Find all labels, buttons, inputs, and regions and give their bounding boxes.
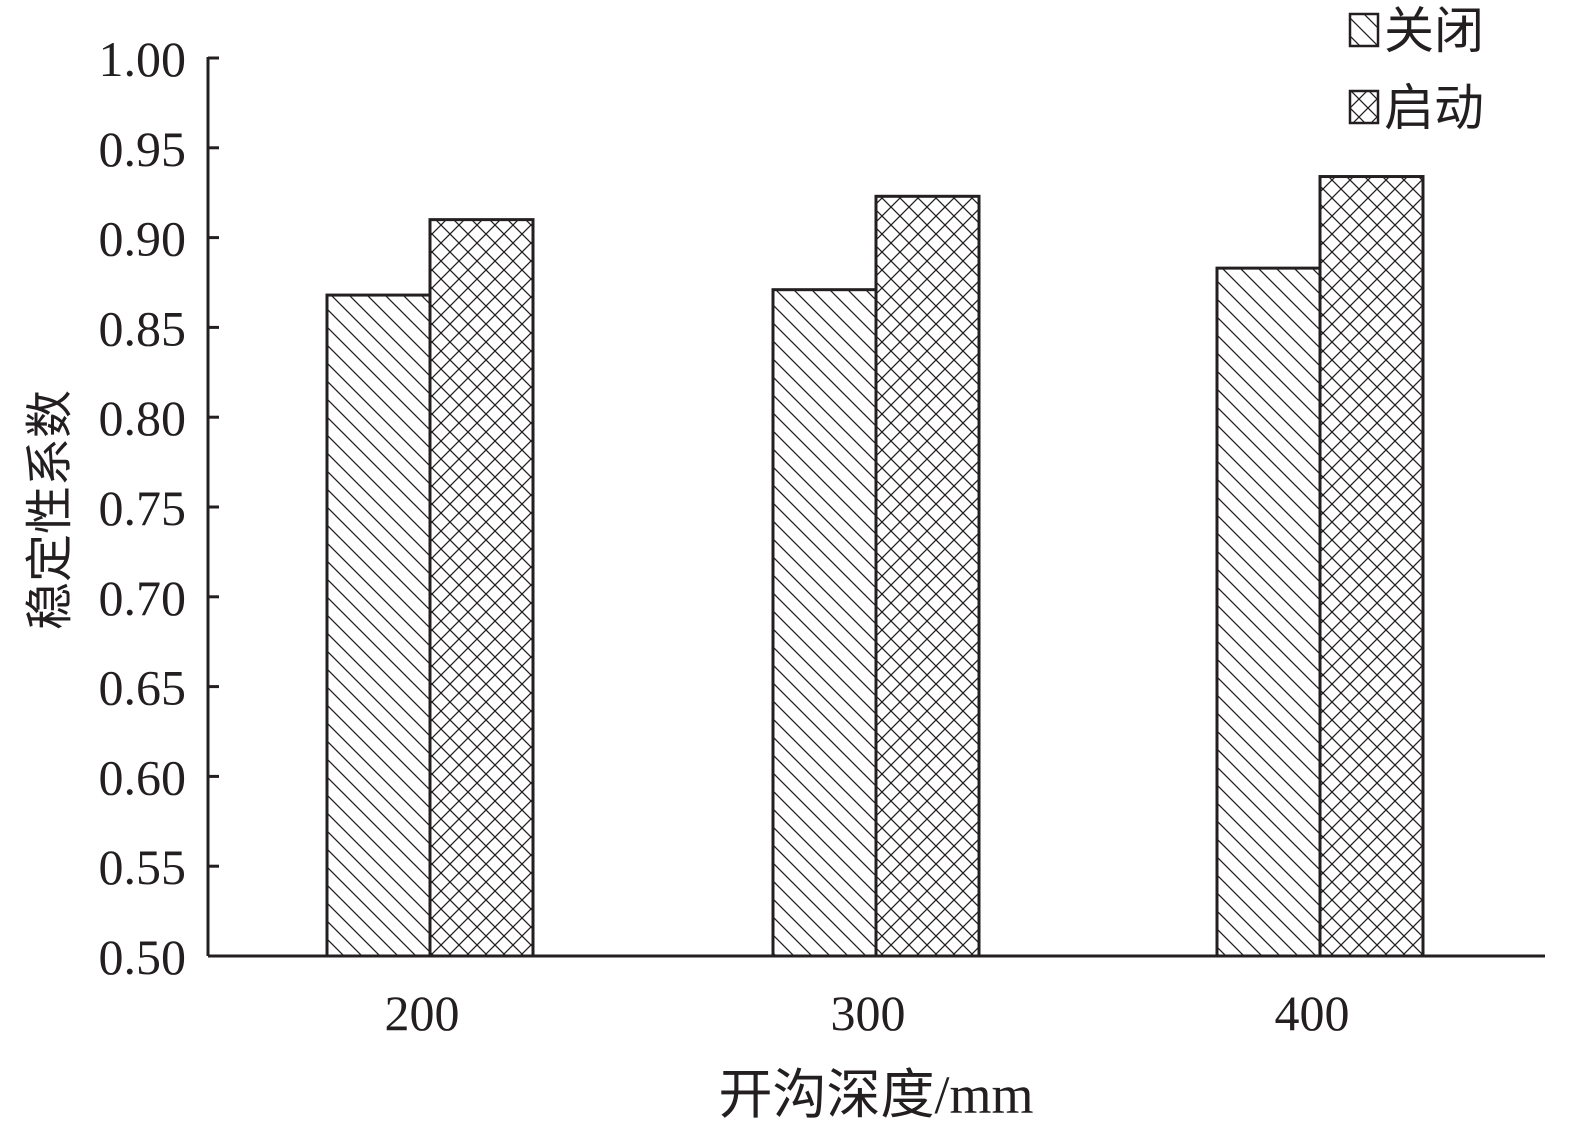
x-axis-title: 开沟深度/mm [718,1065,1033,1125]
y-tick-label: 0.90 [99,211,187,267]
legend-label-on: 启动 [1384,80,1484,136]
bar-on-200 [428,218,535,958]
y-tick-label: 0.60 [99,749,187,805]
y-tick-label: 0.50 [99,929,187,985]
legend-swatch-off [1348,12,1380,48]
bar-off-300 [771,288,878,958]
y-ticks: 0.50 0.55 0.60 0.65 0.70 0.75 0.80 0.85 0.90 0.95… [99,31,219,985]
y-tick-label: 1.00 [99,31,187,87]
bar-off-400 [1215,266,1322,958]
x-tick-label: 200 [385,985,460,1041]
y-tick-label: 0.55 [99,839,187,895]
legend-label-off: 关闭 [1384,3,1484,59]
y-tick-label: 0.65 [99,660,187,716]
x-tick-label: 400 [1275,985,1350,1041]
x-tick-label: 300 [831,985,906,1041]
y-axis-title: 稳定性系数 [24,390,77,630]
bar-off-200 [325,293,432,958]
y-tick-label: 0.85 [99,300,187,356]
x-ticks: 200 300 400 [385,985,1350,1041]
legend-swatch-on [1348,89,1380,125]
y-tick-label: 0.75 [99,480,187,536]
y-tick-label: 0.70 [99,570,187,626]
bars-layer [325,175,1425,958]
y-tick-label: 0.95 [99,121,187,177]
bar-on-300 [874,194,981,958]
bar-on-400 [1318,175,1425,958]
y-tick-label: 0.80 [99,390,187,446]
